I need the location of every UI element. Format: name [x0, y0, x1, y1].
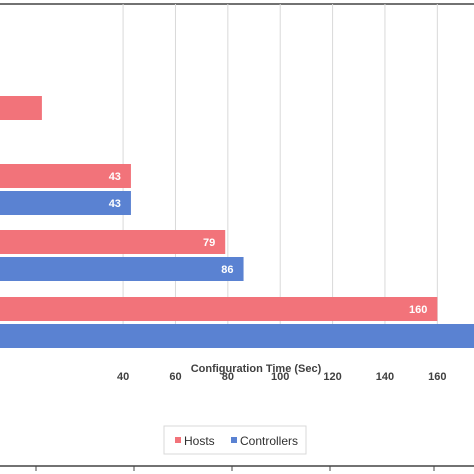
bar-labels: 43 79 160 43 86 [109, 171, 428, 316]
data-label-hosts-2: 79 [203, 237, 215, 249]
bars [0, 96, 474, 348]
x-axis-ticks: 40 60 80 100 120 140 160 [117, 371, 447, 383]
x-tick-label: 140 [376, 371, 394, 383]
x-tick-label: 80 [222, 371, 234, 383]
bar-hosts-3 [0, 297, 438, 321]
legend: Hosts Controllers [163, 425, 307, 455]
data-label-hosts-1: 43 [109, 171, 121, 183]
legend-swatch-controllers [231, 437, 237, 443]
x-tick-label: 40 [117, 371, 129, 383]
bar-controllers-2 [0, 257, 244, 281]
x-tick-label: 160 [428, 371, 446, 383]
data-label-hosts-3: 160 [409, 304, 427, 316]
x-tick-label: 60 [169, 371, 181, 383]
bar-hosts-2 [0, 230, 226, 254]
legend-box [163, 425, 307, 455]
x-axis-title: Configuration Time (Sec) [191, 363, 322, 375]
legend-label-controllers: Controllers [240, 434, 298, 448]
legend-swatch-hosts [175, 437, 181, 443]
bar-controllers-3 [0, 324, 474, 348]
x-tick-label: 100 [271, 371, 289, 383]
bar-hosts-1 [0, 164, 131, 188]
data-label-controllers-1: 43 [109, 198, 121, 210]
data-label-controllers-2: 86 [221, 264, 233, 276]
x-tick-label: 120 [323, 371, 341, 383]
bar-controllers-1 [0, 191, 131, 215]
bar-hosts-0 [0, 96, 42, 120]
legend-label-hosts: Hosts [184, 434, 215, 448]
gridlines [122, 4, 438, 346]
